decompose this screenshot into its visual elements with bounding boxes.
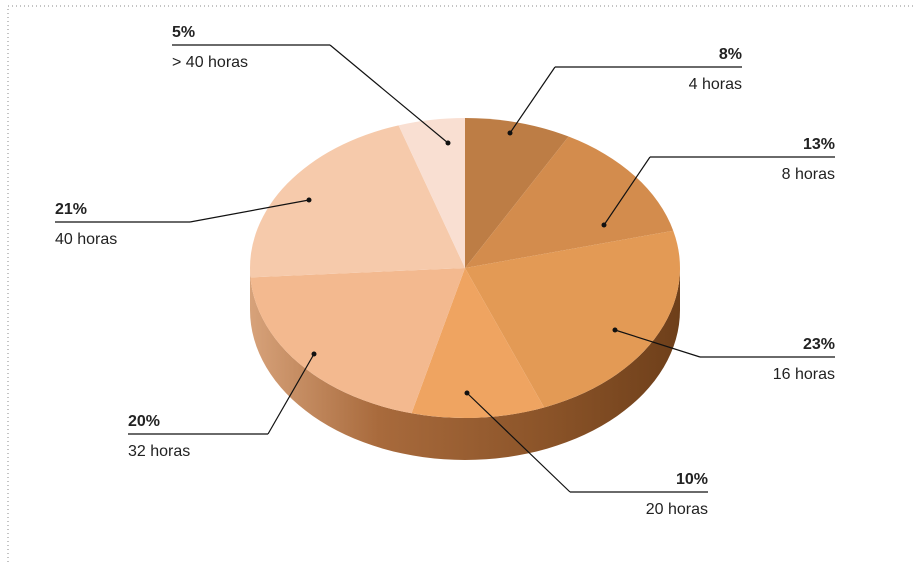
leader-dot <box>612 327 618 333</box>
leader-dot <box>601 222 607 228</box>
leader-dot <box>464 390 470 396</box>
value-label: 23% <box>803 336 835 353</box>
pie-side <box>250 268 680 460</box>
value-label: 5% <box>172 24 195 41</box>
leader-line <box>466 392 571 493</box>
category-label: 20 horas <box>646 501 708 518</box>
pie-slice <box>398 118 465 268</box>
category-label: 4 horas <box>689 76 742 93</box>
category-label: 40 horas <box>55 231 117 248</box>
leader-dot <box>445 140 451 146</box>
leader-dot <box>306 197 312 203</box>
leader-line <box>267 353 315 435</box>
leader-line <box>614 329 701 358</box>
leader-dot <box>507 130 513 136</box>
leader-dot <box>311 351 317 357</box>
category-label: 32 horas <box>128 443 190 460</box>
value-label: 20% <box>128 413 160 430</box>
value-label: 13% <box>803 136 835 153</box>
category-label: 16 horas <box>773 366 835 383</box>
pie-slice <box>250 268 465 414</box>
value-label: 10% <box>676 471 708 488</box>
value-label: 8% <box>719 46 742 63</box>
pie-slice <box>465 118 569 268</box>
leader-line <box>509 66 556 134</box>
pie-slice <box>411 268 545 418</box>
leader-line <box>189 199 310 223</box>
pie-slice <box>250 125 465 278</box>
category-label: > 40 horas <box>172 54 248 71</box>
leader-line <box>603 156 651 226</box>
pie-slice <box>465 136 674 268</box>
value-label: 21% <box>55 201 87 218</box>
frame <box>7 5 913 562</box>
leader-line <box>329 44 449 144</box>
pie-slice <box>465 230 680 408</box>
category-label: 8 horas <box>782 166 835 183</box>
